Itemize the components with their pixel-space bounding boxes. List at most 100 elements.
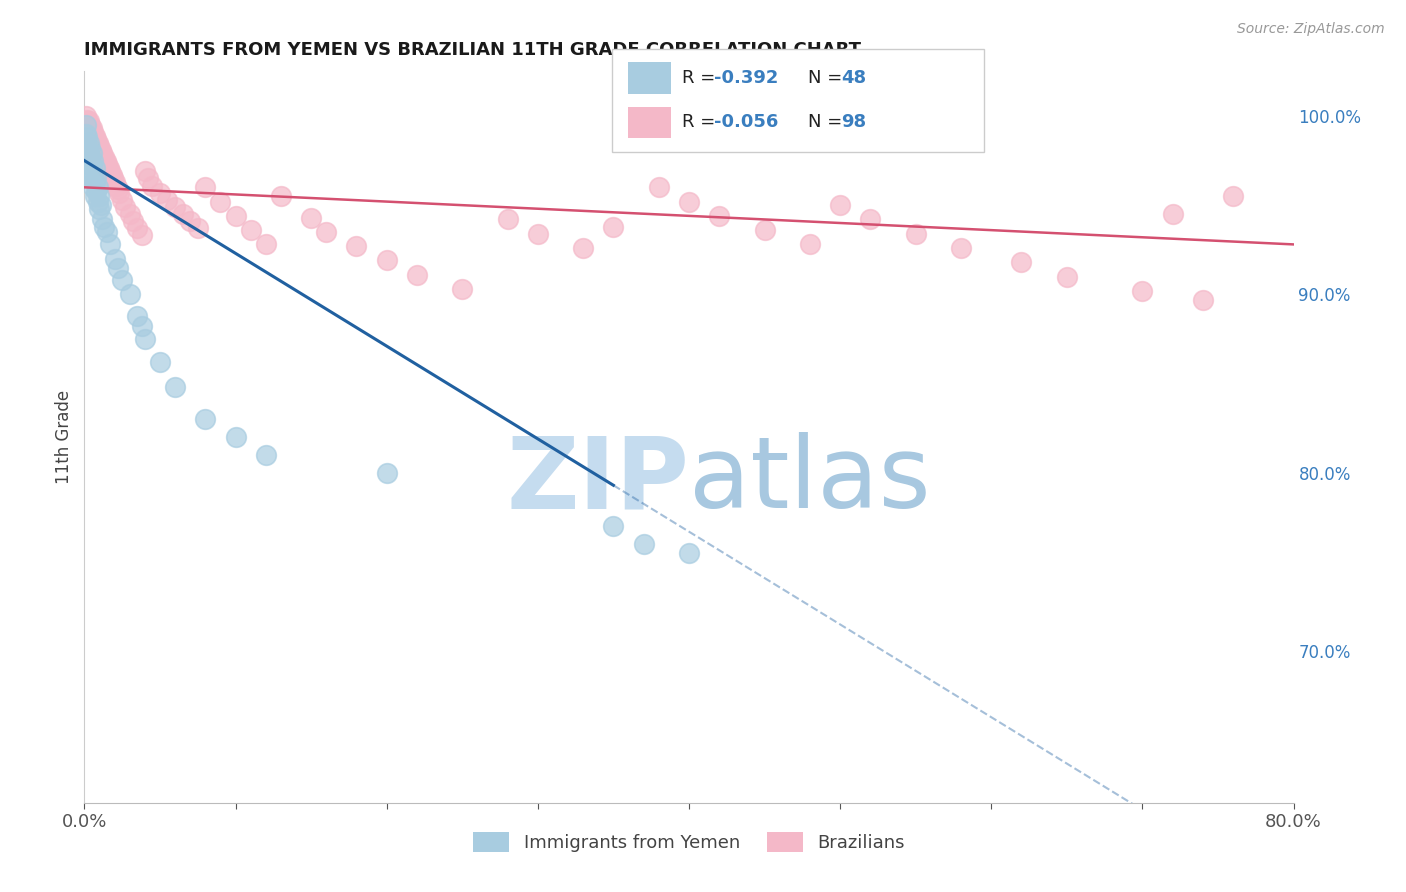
Point: [678, 546, 700, 560]
Point: [80, 146, 103, 161]
Point: [270, 189, 292, 203]
Point: [94, 153, 117, 168]
Point: [118, 287, 141, 301]
Point: [79, 123, 101, 137]
Point: [89, 189, 111, 203]
Point: [633, 537, 655, 551]
Point: [76, 123, 98, 137]
Text: -0.056: -0.056: [714, 113, 779, 131]
Point: [141, 178, 163, 193]
Point: [77, 121, 100, 136]
Point: [799, 237, 821, 252]
Point: [149, 186, 172, 200]
Point: [89, 145, 111, 159]
Point: [254, 237, 277, 252]
Point: [406, 268, 429, 282]
Point: [134, 164, 156, 178]
Point: [82, 130, 104, 145]
Point: [172, 207, 194, 221]
Point: [107, 260, 129, 275]
Point: [86, 132, 108, 146]
Text: -0.392: -0.392: [714, 69, 779, 87]
Point: [77, 127, 100, 141]
Point: [136, 171, 159, 186]
Point: [375, 253, 398, 268]
Point: [82, 153, 104, 168]
Point: [375, 466, 398, 480]
Point: [82, 125, 104, 139]
Point: [179, 214, 201, 228]
Point: [76, 130, 98, 145]
Point: [165, 200, 187, 214]
Text: IMMIGRANTS FROM YEMEN VS BRAZILIAN 11TH GRADE CORRELATION CHART: IMMIGRANTS FROM YEMEN VS BRAZILIAN 11TH …: [84, 41, 862, 59]
Text: N =: N =: [808, 113, 848, 131]
Point: [105, 178, 128, 193]
Point: [114, 200, 136, 214]
Point: [127, 309, 149, 323]
Point: [859, 212, 882, 227]
Point: [87, 180, 110, 194]
Point: [118, 207, 141, 221]
Point: [121, 214, 143, 228]
Point: [107, 182, 129, 196]
Point: [84, 141, 107, 155]
Point: [496, 212, 519, 227]
Point: [950, 241, 973, 255]
Text: R =: R =: [682, 69, 721, 87]
Point: [77, 146, 100, 161]
Point: [84, 128, 107, 143]
Point: [93, 150, 115, 164]
Point: [76, 112, 98, 127]
Point: [299, 211, 322, 225]
Point: [315, 225, 337, 239]
Point: [87, 141, 110, 155]
Point: [754, 223, 776, 237]
Point: [346, 239, 368, 253]
Point: [89, 202, 111, 216]
Point: [100, 168, 122, 182]
Point: [678, 194, 700, 209]
Point: [79, 152, 101, 166]
Point: [82, 137, 104, 152]
Y-axis label: 11th Grade: 11th Grade: [55, 390, 73, 484]
Point: [79, 130, 101, 145]
Point: [75, 120, 97, 134]
Point: [76, 152, 98, 166]
Point: [87, 148, 110, 162]
Point: [93, 155, 115, 169]
Point: [91, 146, 114, 161]
Point: [87, 136, 110, 150]
Point: [194, 180, 217, 194]
Point: [80, 159, 103, 173]
Point: [225, 430, 247, 444]
Text: 98: 98: [841, 113, 866, 131]
Point: [86, 137, 108, 152]
Point: [91, 212, 114, 227]
Point: [602, 519, 624, 533]
Point: [904, 227, 927, 241]
Point: [131, 319, 153, 334]
Point: [86, 184, 108, 198]
Point: [101, 171, 124, 186]
Point: [194, 412, 217, 426]
Point: [79, 141, 101, 155]
Text: R =: R =: [682, 113, 721, 131]
Point: [75, 114, 97, 128]
Point: [79, 137, 101, 152]
Point: [80, 141, 103, 155]
Point: [76, 118, 98, 132]
Point: [1056, 269, 1078, 284]
Point: [75, 118, 97, 132]
Point: [80, 171, 103, 186]
Point: [84, 189, 107, 203]
Point: [187, 221, 209, 235]
Point: [254, 448, 277, 462]
Point: [96, 157, 118, 171]
Point: [648, 180, 671, 194]
Point: [80, 134, 103, 148]
Point: [87, 194, 110, 209]
Point: [131, 228, 153, 243]
Point: [84, 134, 107, 148]
Text: Source: ZipAtlas.com: Source: ZipAtlas.com: [1237, 22, 1385, 37]
Point: [134, 332, 156, 346]
